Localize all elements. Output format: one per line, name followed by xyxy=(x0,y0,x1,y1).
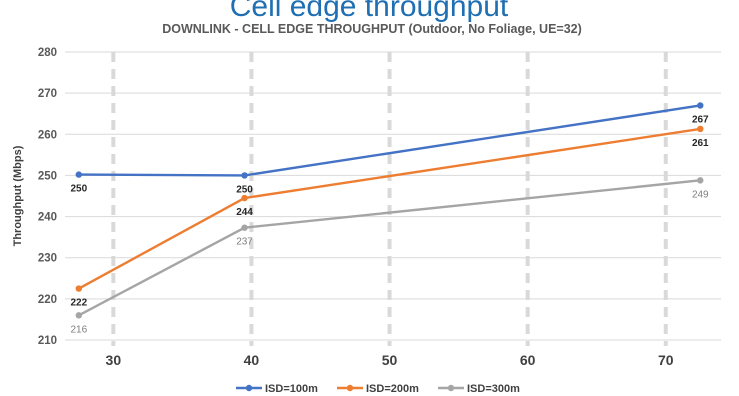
y-tick-label: 270 xyxy=(38,88,57,100)
point-isd-100m xyxy=(241,172,248,179)
data-label-isd-100m: 267 xyxy=(692,114,709,125)
x-tick-label: 60 xyxy=(520,352,536,368)
legend-label: ISD=300m xyxy=(467,383,520,395)
data-label-isd-100m: 250 xyxy=(70,184,87,195)
axes: 210 220 230 240 250 260 270 280 30 40 50 60 70 xyxy=(38,47,674,368)
data-label-isd-200m: 261 xyxy=(692,138,709,149)
y-tick-label: 280 xyxy=(38,47,57,59)
y-tick-label: 230 xyxy=(38,253,57,265)
y-tick-label: 250 xyxy=(38,170,57,182)
y-tick-label: 220 xyxy=(38,294,57,306)
legend-item-isd-300m: ISD=300m xyxy=(438,383,520,395)
legend-label: ISD=200m xyxy=(366,383,419,395)
point-isd-200m xyxy=(241,194,248,202)
data-label-isd-200m: 244 xyxy=(236,207,253,218)
legend-marker xyxy=(447,384,455,392)
chart-title: DOWNLINK - CELL EDGE THROUGHPUT (Outdoor… xyxy=(162,22,582,36)
clipped-page-heading: Cell edge throughput xyxy=(230,0,509,23)
y-tick-label: 260 xyxy=(38,129,57,141)
legend-item-isd-100m: ISD=100m xyxy=(236,383,318,395)
point-isd-300m xyxy=(241,224,248,231)
point-isd-200m xyxy=(75,285,83,292)
y-axis-label: Throughput (Mbps) xyxy=(12,145,24,246)
data-label-isd-300m: 237 xyxy=(236,237,253,248)
data-labels: 250 250 267 222 244 261 216 237 249 xyxy=(70,114,709,335)
x-tick-label: 70 xyxy=(658,352,674,368)
x-tick-label: 40 xyxy=(244,352,260,368)
legend-marker xyxy=(245,384,253,392)
series-layer xyxy=(75,102,704,319)
data-label-isd-200m: 222 xyxy=(70,298,87,309)
y-tick-label: 240 xyxy=(38,212,57,224)
point-isd-100m xyxy=(75,171,83,178)
x-tick-label: 30 xyxy=(106,352,122,368)
legend-marker xyxy=(346,384,354,392)
legend-label: ISD=100m xyxy=(265,383,318,395)
legend: ISD=100m ISD=200m ISD=300m xyxy=(236,383,520,395)
data-label-isd-100m: 250 xyxy=(236,184,253,195)
legend-item-isd-200m: ISD=200m xyxy=(337,383,419,395)
point-isd-300m xyxy=(75,312,83,319)
data-label-isd-300m: 249 xyxy=(692,189,709,200)
point-isd-300m xyxy=(697,177,704,184)
gridlines xyxy=(65,51,721,346)
point-isd-100m xyxy=(697,102,704,109)
point-isd-200m xyxy=(697,125,704,133)
data-label-isd-300m: 216 xyxy=(70,324,87,335)
x-tick-label: 50 xyxy=(382,352,398,368)
y-tick-label: 210 xyxy=(38,335,57,347)
